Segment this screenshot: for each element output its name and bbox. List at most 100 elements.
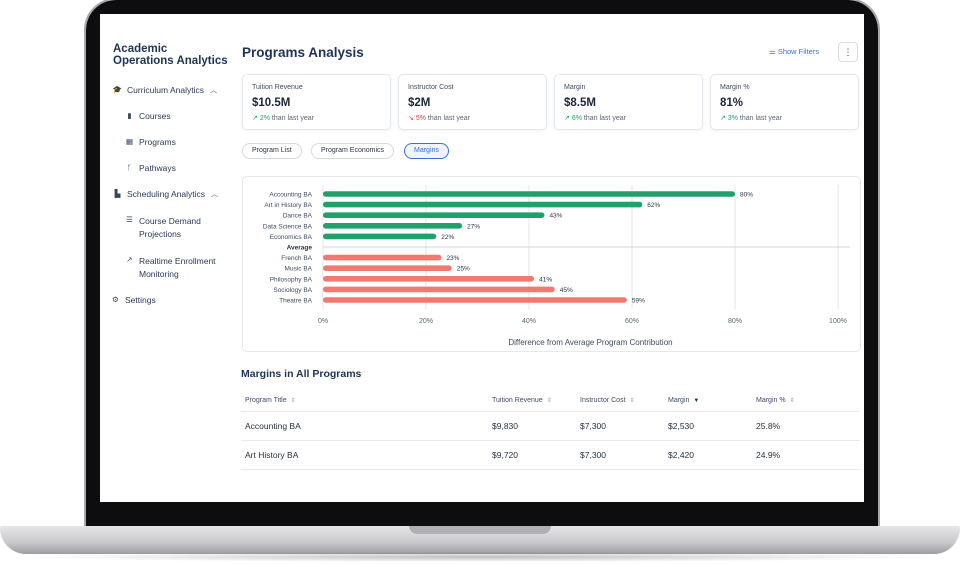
tab-margins[interactable]: Margins [404,143,449,159]
column-header-margin-percent[interactable]: Margin % ⇕ [756,390,795,411]
kpi-card-margin: Margin $8.5M ↗ 6% than last year [554,74,703,130]
sort-icon: ⇕ [290,398,296,404]
arrow-up-icon: ↗ [720,115,726,122]
column-header-program-title[interactable]: Program Title ⇕ [245,390,296,411]
chevron-up-icon[interactable]: ︿ [210,87,217,94]
tab-program-economics[interactable]: Program Economics [311,143,395,159]
bar-value-label: 22% [441,234,454,241]
bar-value-label: 43% [549,213,562,220]
sidebar-item-scheduling-analytics[interactable]: ▙ Scheduling Analytics ︿ [112,189,244,199]
sidebar-item-label: Settings [125,295,156,305]
kpi-label: Instructor Cost [408,84,454,91]
column-header-label: Tuition Revenue [492,397,543,404]
x-tick-label: 0% [318,318,328,325]
bar-value-label: 23% [446,255,459,262]
kpi-label: Margin [564,84,586,91]
laptop-shadow [20,552,940,562]
cell-margin: $2,530 [668,421,694,431]
category-label: French BA [281,255,312,262]
kpi-delta: ↗ 3% than last year [720,114,782,122]
cell-program-title: Accounting BA [245,421,301,431]
kpi-value: $2M [408,97,431,109]
app-title: Academic Operations Analytics [113,43,228,67]
cell-margin-percent: 25.8% [756,421,781,431]
kpi-delta-value: 6% [571,115,582,122]
category-label: Accounting BA [269,192,312,199]
kpi-delta-suffix: than last year [739,115,782,122]
sort-icon: ⇕ [789,398,795,404]
laptop-notch [409,526,551,534]
app-screen: Academic Operations Analytics 🎓 Curricul… [100,14,864,502]
sidebar-item-label: Scheduling Analytics [127,189,205,199]
x-axis-title: Difference from Average Program Contribu… [508,338,672,347]
sidebar-item-course-demand-projections[interactable]: ☰ Course Demand Projections [124,215,228,241]
arrow-down-icon: ↘ [408,115,414,122]
bar-value-label: 62% [647,202,660,209]
sort-icon: ⇕ [629,398,635,404]
cell-program-title: Art History BA [245,450,299,460]
table-header: Program Title ⇕ Tuition Revenue ⇕ Instruct… [241,390,860,412]
sidebar-item-settings[interactable]: ⚙ Settings [110,295,242,305]
bar-value-label: 45% [560,287,573,294]
kpi-delta: ↗ 2% than last year [252,114,314,122]
table-row[interactable]: Art History BA $9,720 $7,300 $2,420 24.9… [241,441,860,470]
cell-margin-percent: 24.9% [756,450,781,460]
kpi-value: $10.5M [252,97,291,109]
tab-program-list[interactable]: Program List [242,143,302,159]
category-label: Music BA [285,266,313,273]
bar [323,276,535,282]
sidebar-item-programs[interactable]: ▦ Programs [124,137,256,147]
kpi-delta-value: 3% [727,115,738,122]
bar [323,212,545,218]
show-filters-button[interactable]: ⚌ Show Filters [769,47,819,56]
bar-value-label: 27% [467,223,480,230]
grid-icon: ▦ [125,137,134,146]
table-title: Margins in All Programs [241,368,362,380]
bar [323,191,735,197]
bar [323,254,442,261]
list-icon: ☰ [126,215,133,224]
sidebar-item-courses[interactable]: ▮ Courses [124,111,256,121]
filter-icon: ⚌ [769,47,776,56]
column-header-tuition-revenue[interactable]: Tuition Revenue ⇕ [492,390,552,411]
arrow-up-icon: ↗ [252,115,258,122]
main-content: Programs Analysis ⚌ Show Filters ⋮ Tuiti… [232,14,864,502]
sidebar-item-label: Pathways [139,163,176,173]
kpi-card-margin-percent: Margin % 81% ↗ 3% than last year [710,74,859,130]
kpi-card-instructor-cost: Instructor Cost $2M ↘ 5% than last year [398,74,547,130]
bar-value-label: 41% [539,276,552,283]
bar [323,297,627,303]
sidebar-item-pathways[interactable]: ᚶ Pathways [124,163,256,173]
cell-instructor-cost: $7,300 [580,450,606,460]
sidebar-item-label: Programs [139,137,176,147]
column-header-label: Margin [668,397,690,404]
sidebar-item-curriculum-analytics[interactable]: 🎓 Curriculum Analytics ︿ [112,85,244,95]
kpi-delta-suffix: than last year [271,115,314,122]
more-vertical-icon: ⋮ [843,47,853,57]
sidebar-item-label: Realtime Enrollment Monitoring [139,256,216,279]
margins-chart-svg: 0% 20% 40% 60% 80% 100% Average Accounting BA 80… [263,185,850,347]
sort-icon: ⇕ [546,398,552,404]
bar-value-label: 80% [740,192,753,199]
column-header-instructor-cost[interactable]: Instructor Cost ⇕ [580,390,635,411]
bar [323,265,452,271]
branch-icon: ᚶ [127,163,132,172]
sort-descending-icon: ▼ [693,397,700,404]
category-label: Economics BA [270,234,313,241]
more-options-button[interactable]: ⋮ [838,42,858,62]
kpi-delta-suffix: than last year [583,115,626,122]
kpi-value: 81% [720,97,744,109]
sidebar-item-label: Curriculum Analytics [127,85,204,95]
x-tick-label: 20% [419,318,433,325]
kpi-delta-value: 5% [415,115,426,122]
sidebar-item-realtime-enrollment-monitoring[interactable]: ↗ Realtime Enrollment Monitoring [124,255,228,281]
margins-chart: 0% 20% 40% 60% 80% 100% Average Accounting BA 80… [242,176,861,352]
x-tick-label: 80% [728,318,742,325]
cell-tuition-revenue: $9,720 [492,450,518,460]
bar [323,233,437,240]
column-header-margin[interactable]: Margin ▼ [668,390,699,411]
sidebar-item-label: Courses [139,111,171,121]
table-row[interactable]: Accounting BA $9,830 $7,300 $2,530 25.8% [241,412,860,441]
sidebar: Academic Operations Analytics 🎓 Curricul… [100,14,232,502]
chevron-up-icon[interactable]: ︿ [210,191,218,198]
